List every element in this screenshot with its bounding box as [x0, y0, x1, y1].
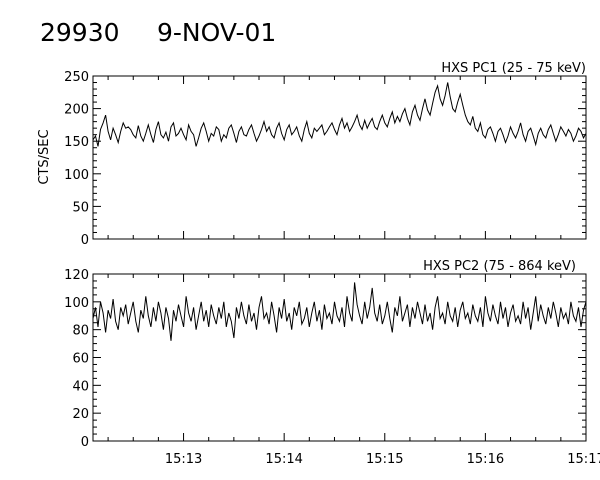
- plot-frame-pc2: [92, 273, 587, 442]
- y-tick-label: 40: [72, 379, 89, 394]
- series-line-pc1: [92, 82, 587, 147]
- y-tick-label: 100: [64, 168, 89, 183]
- chart-panel-pc2: HXS PC2 (75 - 864 keV) 0 20 40 60 80 100 120 15…: [64, 259, 600, 467]
- x-tick-label: 15:17: [567, 452, 600, 467]
- y-tick-label: 0: [81, 233, 89, 248]
- y-tick-label: 150: [64, 135, 89, 150]
- orbit-number: 29930: [40, 18, 120, 47]
- y-axis-label: CTS/SEC: [37, 129, 52, 184]
- tick-labels-pc2: 0 20 40 60 80 100 120 15:13 15:14 15:15 15:16 15:17: [64, 268, 600, 467]
- y-tick-label: 60: [72, 352, 89, 367]
- x-tick-label: 15:14: [265, 452, 302, 467]
- chart-panel-pc1: HXS PC1 (25 - 75 keV) CTS/SEC 0 50 100 150 2…: [37, 61, 587, 248]
- axis-ticks-pc1: [93, 75, 587, 240]
- plot-frame-pc1: [92, 75, 587, 240]
- y-tick-label: 80: [72, 324, 89, 339]
- x-tick-label: 15:16: [467, 452, 504, 467]
- y-tick-label: 50: [72, 200, 89, 215]
- axis-ticks-pc2: [93, 273, 587, 442]
- y-tick-label: 0: [81, 435, 89, 450]
- series-line-pc2: [92, 282, 587, 341]
- y-tick-label: 20: [72, 407, 89, 422]
- y-tick-label: 120: [64, 268, 89, 283]
- x-tick-label: 15:15: [366, 452, 403, 467]
- x-tick-label: 15:13: [165, 452, 202, 467]
- tick-labels-pc1: 0 50 100 150 200 250: [64, 70, 89, 248]
- y-tick-label: 250: [64, 70, 89, 85]
- observation-date: 9-NOV-01: [157, 18, 276, 47]
- chart-title-pc1: HXS PC1 (25 - 75 keV): [441, 61, 586, 76]
- y-tick-label: 200: [64, 103, 89, 118]
- y-tick-label: 100: [64, 296, 89, 311]
- chart-title-pc2: HXS PC2 (75 - 864 keV): [423, 259, 576, 274]
